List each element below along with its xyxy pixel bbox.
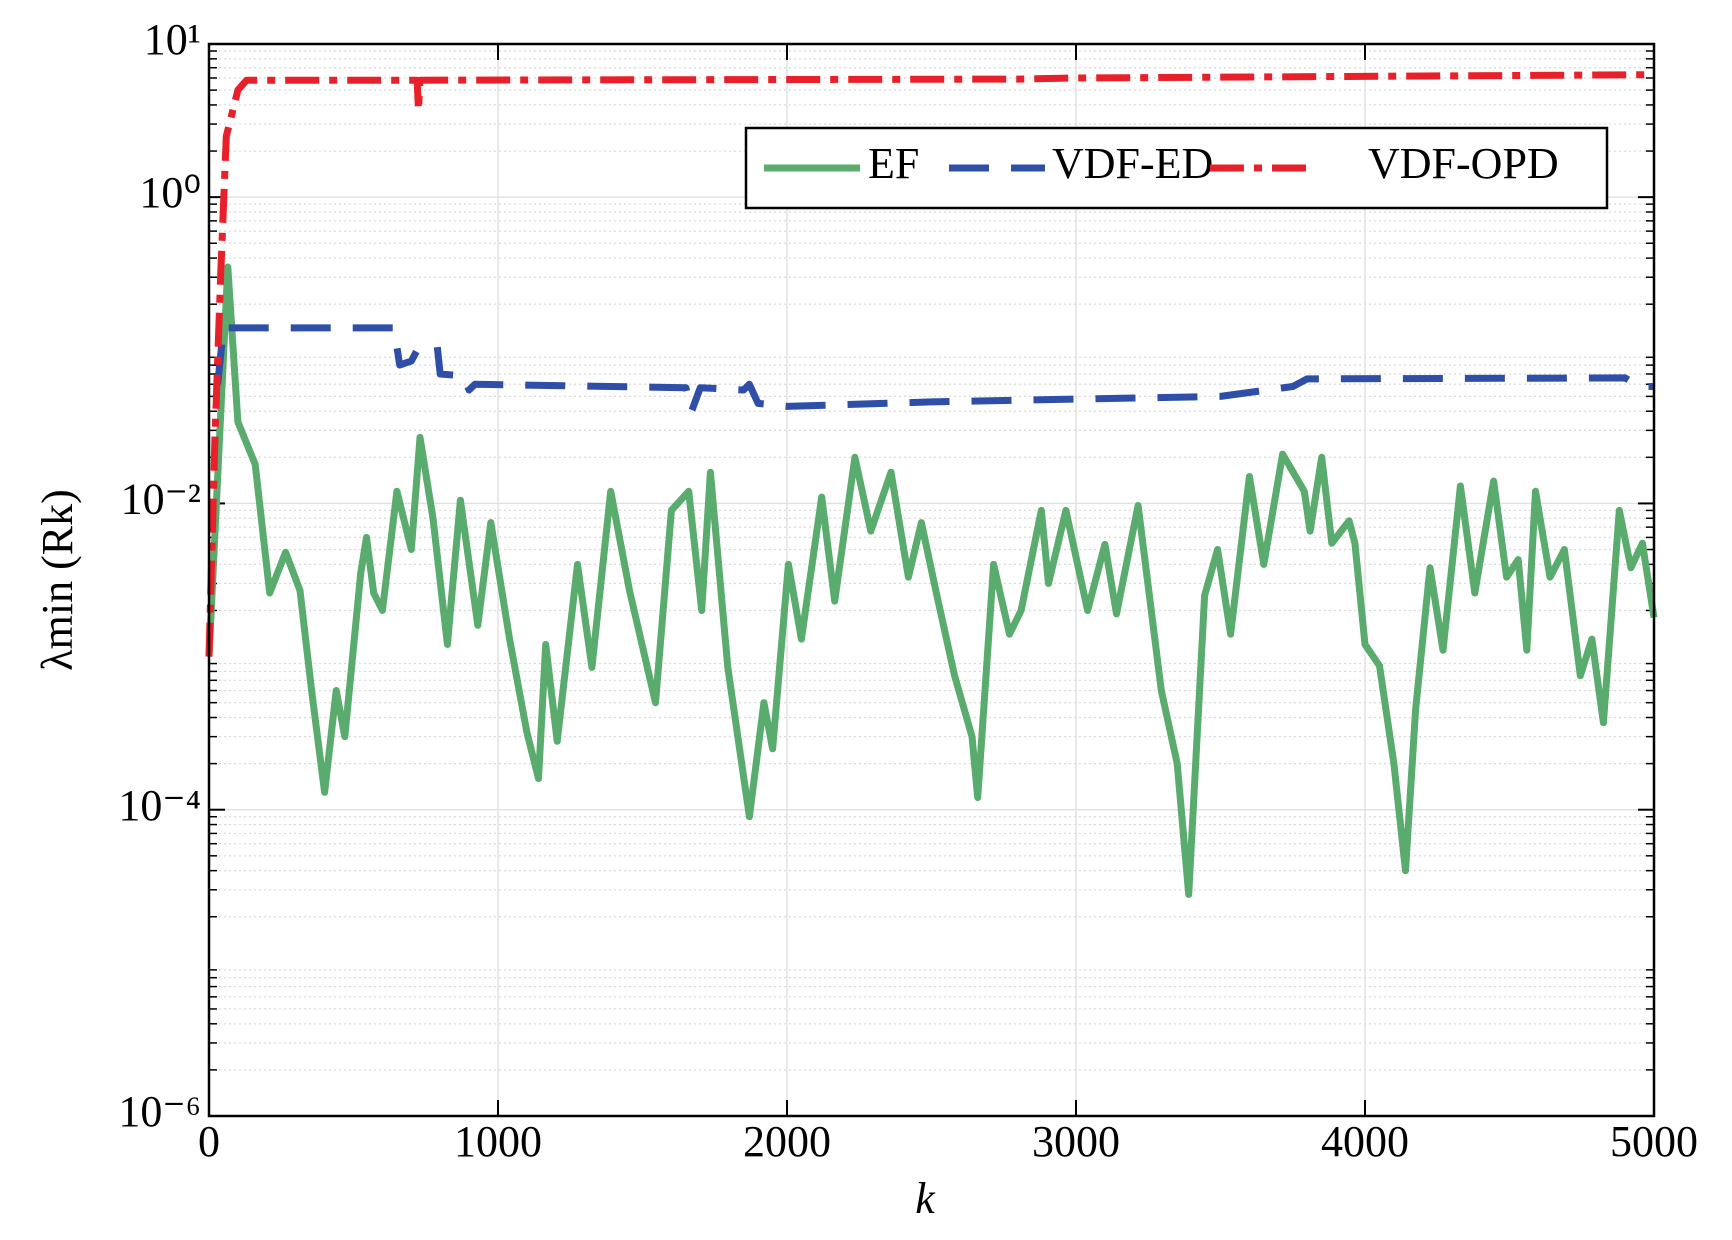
legend-label: EF	[868, 139, 919, 188]
x-tick-label: 2000	[743, 1117, 831, 1166]
y-tick-label: 10⁻⁶	[118, 1087, 201, 1136]
x-tick-label: 5000	[1610, 1117, 1698, 1166]
x-axis-label: k	[915, 1174, 936, 1223]
y-tick-label: 10⁻⁴	[118, 781, 201, 830]
plot-frame	[207, 42, 1656, 1118]
series-line	[205, 263, 1658, 898]
y-tick-label: 10¹	[144, 15, 201, 64]
series-line	[205, 71, 1655, 657]
legend-label: VDF-ED	[1052, 139, 1213, 188]
x-tick-label: 1000	[454, 1117, 542, 1166]
x-tick-label: 0	[198, 1117, 220, 1166]
series-line	[214, 324, 1654, 415]
x-tick-label: 3000	[1032, 1117, 1120, 1166]
y-tick-label: 10⁰	[139, 168, 201, 217]
legend-box	[744, 126, 1609, 210]
legend-label: VDF-OPD	[1368, 139, 1559, 188]
x-tick-label: 4000	[1321, 1117, 1409, 1166]
y-tick-label: 10⁻²	[121, 475, 201, 524]
y-axis-label: λmin (Rk)	[33, 489, 82, 670]
